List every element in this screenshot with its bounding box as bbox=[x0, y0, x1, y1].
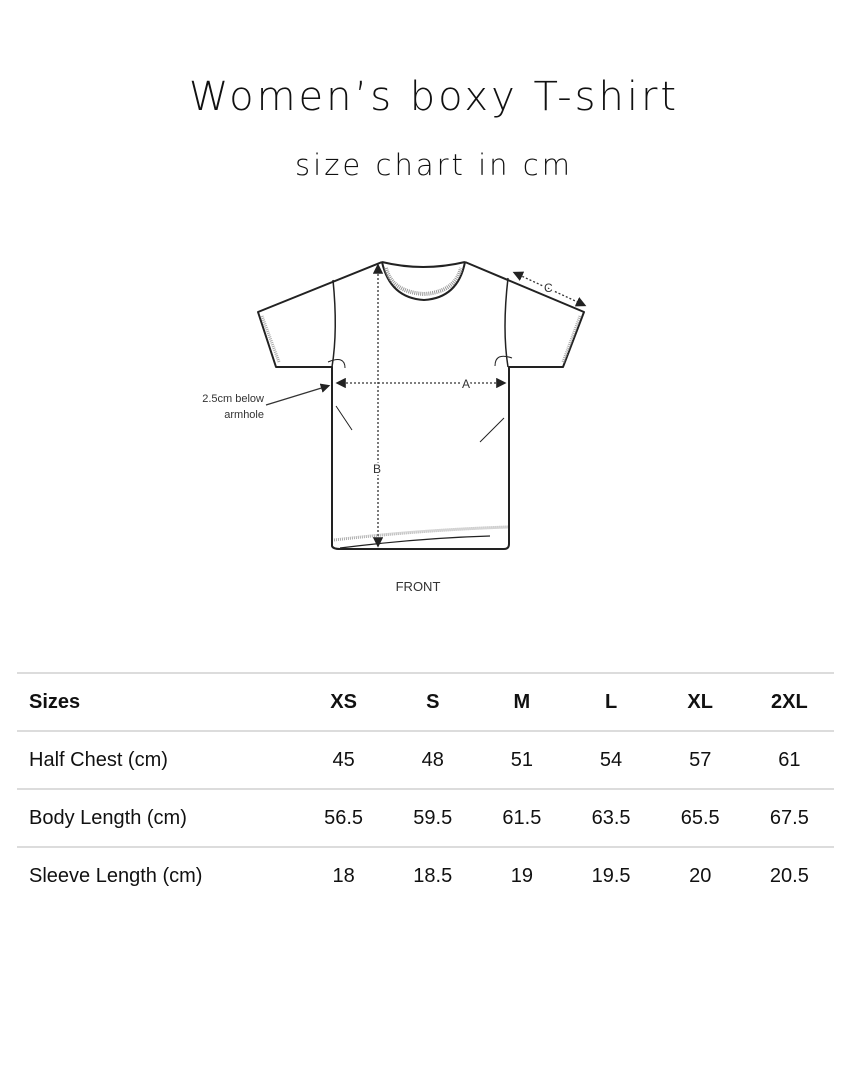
label-c: C bbox=[544, 281, 553, 295]
table-cell: 61 bbox=[778, 748, 801, 771]
table-cell: 59.5 bbox=[413, 806, 453, 829]
table-cell: 56.5 bbox=[324, 806, 364, 829]
table-cell: 20 bbox=[689, 865, 712, 887]
note-line-2: armhole bbox=[224, 409, 264, 421]
table-header-row: Sizes XS S M L XL 2XL bbox=[17, 673, 834, 731]
header-cell: M bbox=[513, 690, 531, 713]
page-subtitle: size chart in cm bbox=[295, 148, 573, 182]
table-cell: 18 bbox=[332, 865, 355, 887]
table-cell: 65.5 bbox=[680, 806, 720, 829]
table-cell: 54 bbox=[599, 748, 623, 771]
size-table: Sizes XS S M L XL 2XL Half Chest (cm) 45… bbox=[17, 672, 834, 905]
label-a: A bbox=[462, 377, 470, 391]
table-cell: 20.5 bbox=[769, 865, 809, 887]
table-cell: 45 bbox=[332, 748, 355, 771]
table-cell: 48 bbox=[421, 748, 444, 771]
header-cell: L bbox=[604, 690, 618, 713]
measure-c-line bbox=[512, 271, 587, 307]
table-cell: 67.5 bbox=[769, 806, 809, 829]
measurement-lines bbox=[335, 263, 587, 548]
header-cell: XS bbox=[330, 690, 357, 713]
table-cell: 18.5 bbox=[413, 865, 453, 887]
header-cell: Sizes bbox=[29, 690, 81, 713]
table-row: Body Length (cm) 56.5 59.5 61.5 63.5 65.… bbox=[17, 789, 834, 847]
row-label: Sleeve Length (cm) bbox=[29, 865, 203, 887]
table-cell: 19.5 bbox=[591, 865, 631, 887]
tshirt-diagram: A B C 2.5cm below armhole bbox=[202, 261, 587, 550]
note-line-1: 2.5cm below bbox=[202, 393, 264, 405]
row-label: Half Chest (cm) bbox=[29, 748, 168, 771]
table-cell: 51 bbox=[510, 748, 534, 771]
table-cell: 61.5 bbox=[502, 806, 542, 829]
header-cell: XL bbox=[687, 690, 713, 713]
row-label: Body Length (cm) bbox=[29, 806, 187, 829]
table-row: Sleeve Length (cm) 18 18.5 19 19.5 20 20… bbox=[17, 847, 834, 905]
table-cell: 19 bbox=[510, 865, 534, 887]
label-b: B bbox=[373, 462, 381, 476]
tshirt-outline bbox=[257, 261, 585, 550]
header-cell: S bbox=[426, 690, 440, 713]
table-row: Half Chest (cm) 45 48 51 54 57 61 bbox=[17, 731, 834, 789]
note-arrow bbox=[265, 383, 331, 406]
header-cell: 2XL bbox=[771, 690, 808, 713]
page-title: Women’s boxy T-shirt bbox=[188, 74, 680, 120]
table-cell: 57 bbox=[689, 748, 712, 771]
view-label: FRONT bbox=[395, 579, 441, 594]
table-cell: 63.5 bbox=[591, 806, 631, 829]
